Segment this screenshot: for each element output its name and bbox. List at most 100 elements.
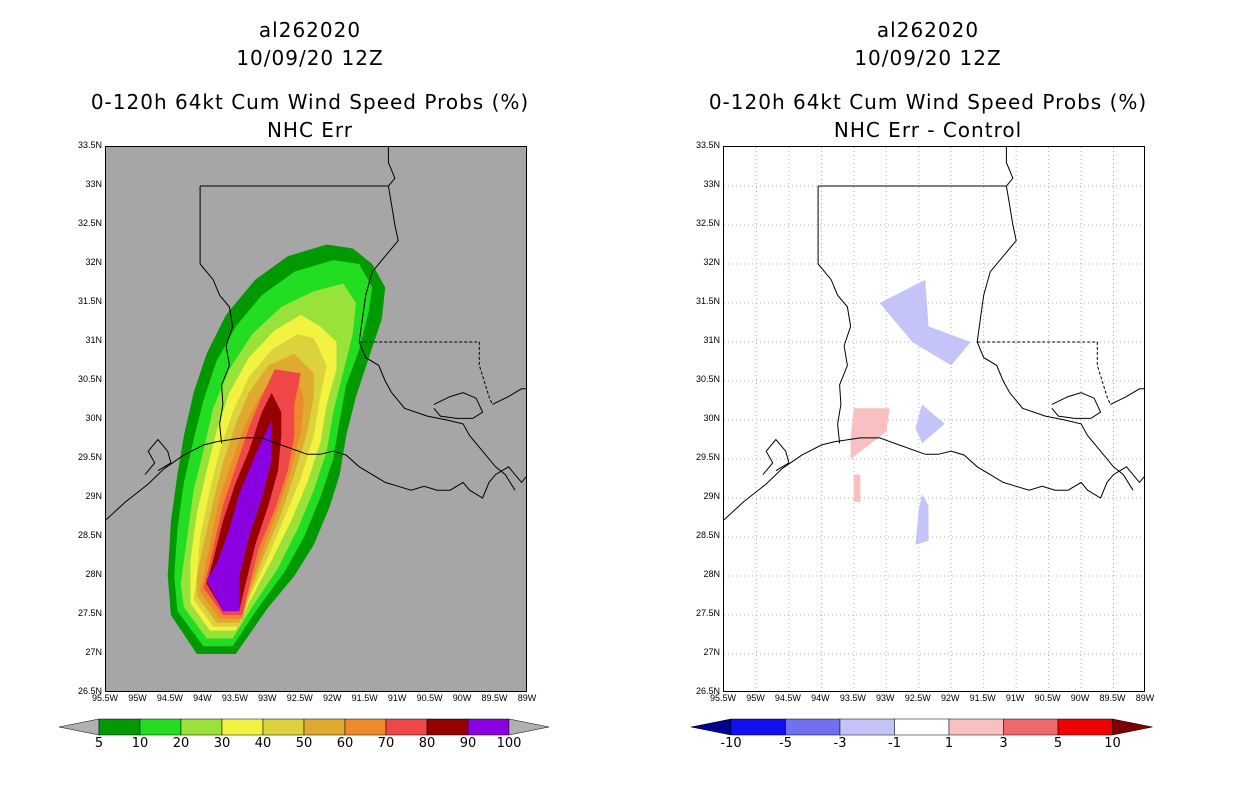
right-colorbar-box	[1003, 718, 1059, 736]
right-colorbar-label: 3	[999, 736, 1008, 751]
right-lat-tick-label: 31.5N	[695, 296, 720, 306]
right-colorbar	[690, 718, 1153, 736]
right-lat-tick-label: 26.5N	[695, 686, 720, 696]
left-colorbar-label: 5	[94, 736, 104, 751]
right-colorbar-box	[785, 718, 841, 736]
left-lat-tick-label: 27.5N	[77, 608, 102, 618]
left-colorbar-box	[221, 718, 264, 736]
right-lon-tick-label: 94W	[811, 693, 830, 703]
right-colorbar-box	[730, 718, 786, 736]
left-lon-tick-label: 95.5W	[91, 693, 119, 703]
right-difference-map	[723, 146, 1145, 692]
left-colorbar-high-arrow	[508, 718, 550, 736]
left-colorbar-box	[385, 718, 428, 736]
left-colorbar-label: 60	[336, 736, 354, 751]
left-lon-tick-label: 91.5W	[351, 693, 378, 703]
left-colorbar-label: 10	[131, 736, 149, 751]
right-colorbar-low-arrow	[690, 718, 732, 736]
diff-area-positive-4	[853, 474, 861, 502]
right-lon-tick-label: 92.5W	[904, 693, 931, 703]
left-lat-tick-label: 31N	[85, 335, 102, 345]
left-colorbar-label: 70	[377, 736, 395, 751]
left-lat-tick-label: 31.5N	[77, 296, 102, 306]
left-lon-tick-label: 91W	[387, 693, 407, 703]
diff-area-negative-1	[915, 404, 945, 444]
left-lat-tick-label: 32N	[85, 257, 102, 267]
left-colorbar-label: 40	[254, 736, 272, 751]
left-colorbar-box	[139, 718, 182, 736]
left-colorbar-label: 30	[213, 736, 231, 751]
right-lon-tick-label: 91.5W	[969, 693, 996, 703]
left-probability-map	[105, 146, 527, 692]
right-state-boundary-4	[1110, 388, 1144, 405]
left-lon-tick-label: 94.5W	[156, 693, 183, 703]
right-colorbar-box	[948, 718, 1004, 736]
left-product-title: 0-120h 64kt Cum Wind Speed Probs (%)	[90, 90, 530, 114]
right-lat-tick-label: 32N	[703, 257, 720, 267]
right-state-boundary-3	[976, 147, 1134, 491]
left-lat-tick-label: 32.5N	[77, 218, 102, 228]
right-lon-tick-label: 94.5W	[774, 693, 801, 703]
right-lat-tick-label: 30N	[703, 413, 720, 423]
left-colorbar-box	[344, 718, 387, 736]
right-lat-tick-label: 33N	[703, 179, 720, 189]
prob-contour-90pct	[206, 420, 272, 612]
left-lon-tick-label: 92W	[322, 693, 342, 703]
left-colorbar-box	[180, 718, 223, 736]
left-state-boundary-3	[358, 147, 516, 491]
left-lat-tick-label: 30.5N	[77, 374, 102, 384]
left-lake-pontchartrain	[433, 392, 484, 419]
diff-area-negative-0	[879, 279, 971, 366]
right-storm-id: al262020	[876, 18, 980, 42]
right-colorbar-label: -5	[779, 736, 792, 751]
left-colorbar	[58, 718, 550, 736]
right-lon-tick-label: 90.5W	[1034, 693, 1061, 703]
left-colorbar-label: 100	[496, 736, 522, 751]
left-galveston-bay	[144, 438, 172, 475]
right-lon-tick-label: 95.5W	[709, 693, 737, 703]
right-colorbar-label: 1	[944, 736, 954, 751]
right-lon-tick-label: 90W	[1070, 693, 1090, 703]
left-lon-tick-label: 94W	[193, 693, 212, 703]
left-lon-tick-label: 92.5W	[286, 693, 313, 703]
right-lon-tick-label: 93W	[876, 693, 895, 703]
right-lake-pontchartrain	[1051, 392, 1102, 419]
right-ms-la-border	[977, 341, 1111, 405]
right-lon-tick-label: 89W	[1135, 693, 1155, 703]
right-colorbar-label: -10	[720, 736, 742, 751]
left-state-boundary-0	[199, 263, 234, 444]
left-storm-id: al262020	[258, 18, 362, 42]
right-galveston-bay	[762, 438, 790, 475]
left-coastline	[106, 437, 526, 521]
left-lon-tick-label: 93.5W	[221, 693, 248, 703]
right-colorbar-high-arrow	[1112, 718, 1153, 736]
right-lon-tick-label: 89.5W	[1099, 693, 1126, 703]
left-lon-tick-label: 89.5W	[481, 693, 508, 703]
left-lon-tick-label: 93W	[258, 693, 277, 703]
left-lat-tick-label: 33N	[85, 179, 102, 189]
left-datetime: 10/09/20 12Z	[236, 46, 384, 70]
left-lat-tick-label: 33.5N	[77, 140, 102, 150]
right-lat-tick-label: 27N	[703, 647, 720, 657]
left-colorbar-box	[98, 718, 141, 736]
left-colorbar-box	[262, 718, 305, 736]
left-lon-tick-label: 89W	[517, 693, 537, 703]
right-lon-tick-label: 95W	[746, 693, 765, 703]
right-lat-tick-label: 33.5N	[695, 140, 720, 150]
left-colorbar-box	[467, 718, 510, 736]
right-lat-tick-label: 29.5N	[695, 452, 720, 462]
left-colorbar-label: 50	[295, 736, 313, 751]
left-colorbar-label: 20	[172, 736, 190, 751]
right-lon-tick-label: 92W	[940, 693, 960, 703]
left-lat-tick-label: 28N	[85, 569, 102, 579]
diff-area-positive-3	[850, 408, 890, 459]
diff-area-negative-2	[915, 494, 929, 545]
left-colorbar-low-arrow	[58, 718, 100, 736]
left-lat-tick-label: 29.5N	[77, 452, 102, 462]
left-lat-tick-label: 27N	[85, 647, 102, 657]
left-colorbar-label: 80	[418, 736, 436, 751]
left-subtitle: NHC Err	[266, 118, 354, 142]
right-datetime: 10/09/20 12Z	[854, 46, 1002, 70]
right-colorbar-label: 10	[1104, 736, 1121, 751]
right-colorbar-box	[894, 718, 950, 736]
